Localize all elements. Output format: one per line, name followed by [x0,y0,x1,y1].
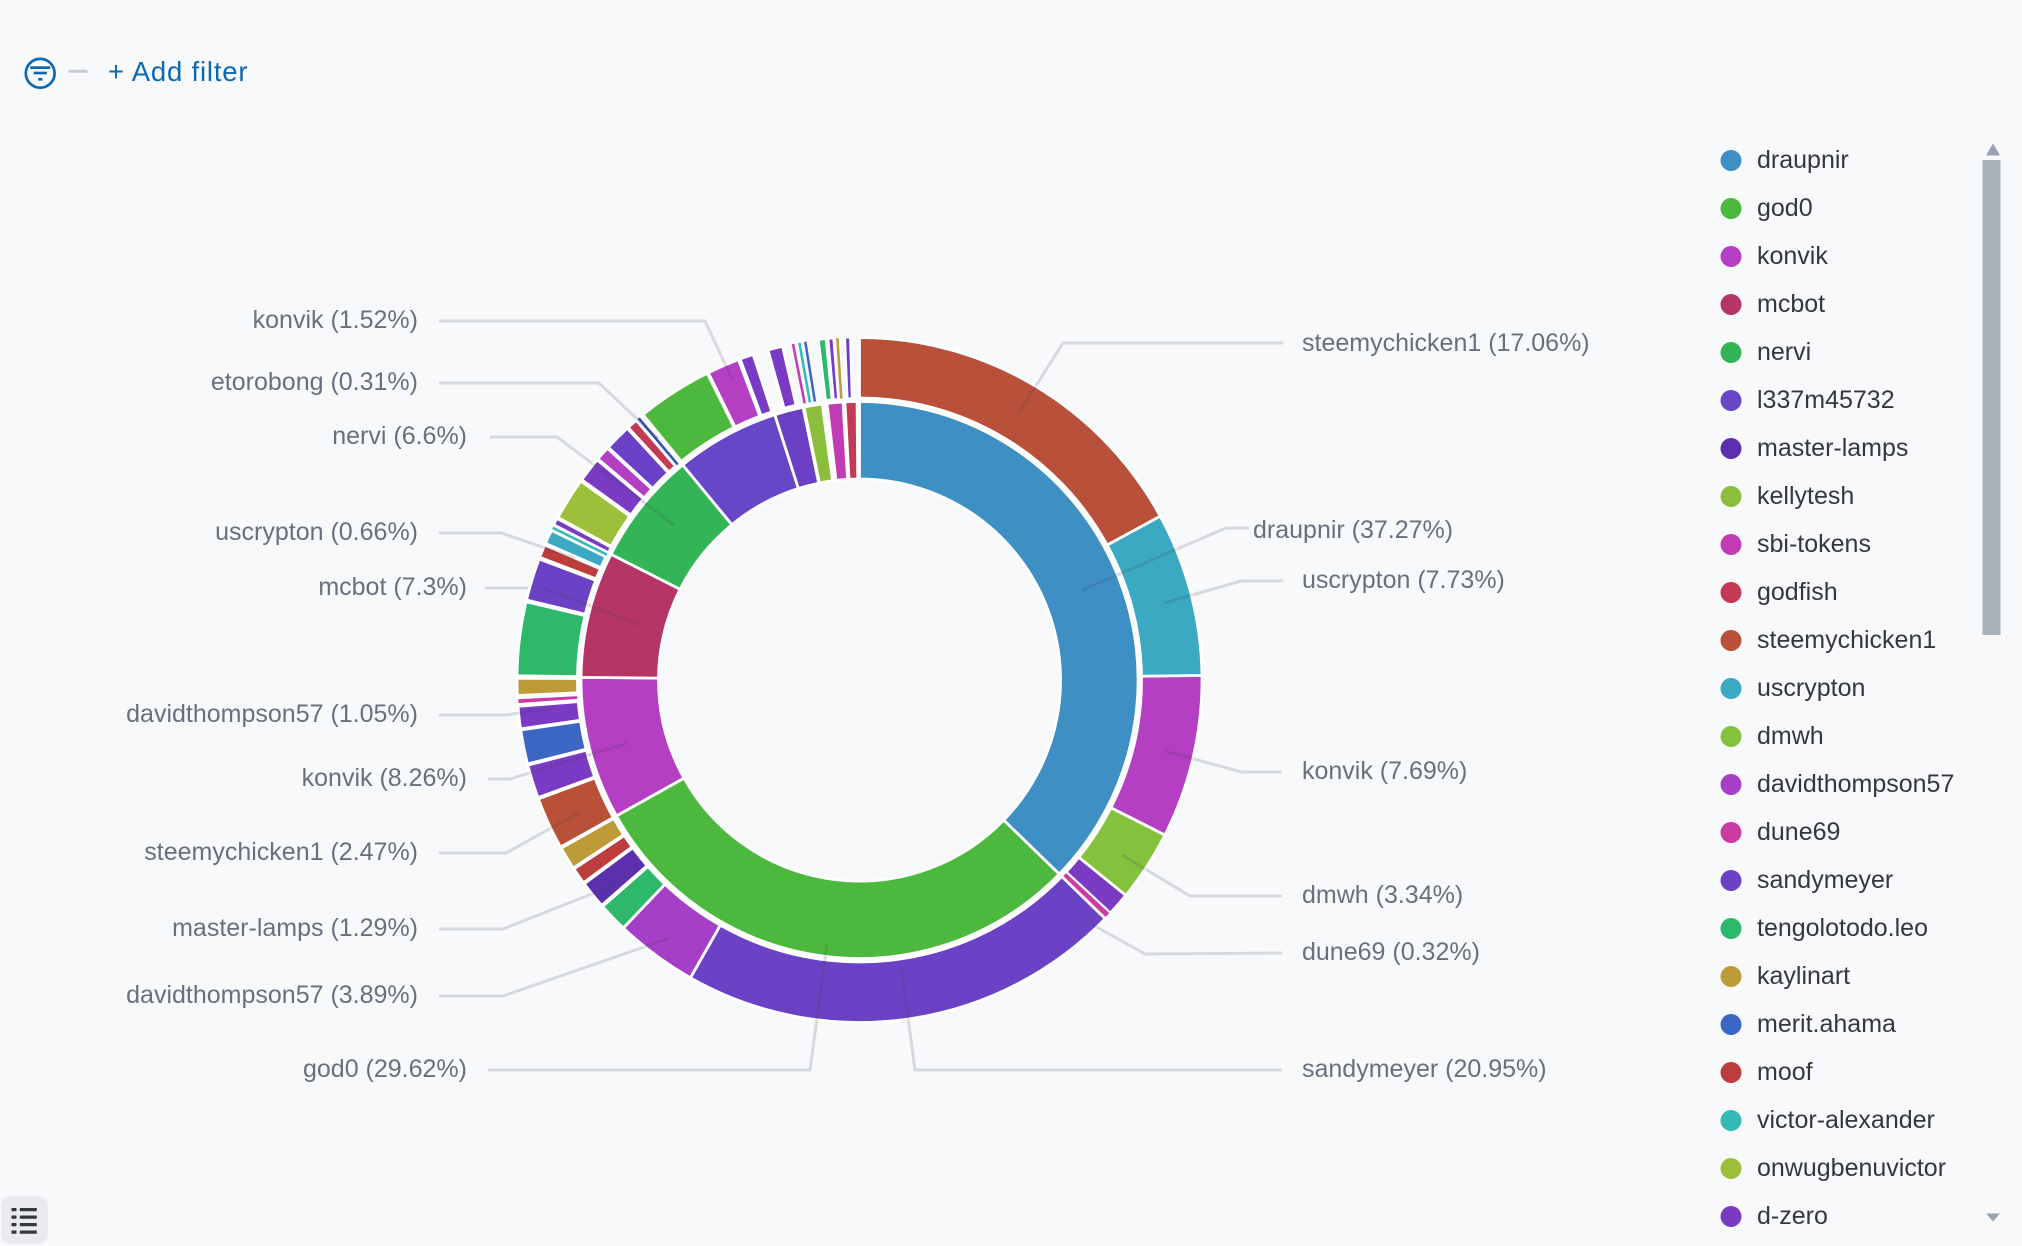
svg-text:steemychicken1 (17.06%): steemychicken1 (17.06%) [1302,329,1590,357]
svg-text:+ Add filter: + Add filter [108,56,248,87]
svg-text:steemychicken1: steemychicken1 [1757,626,1936,654]
svg-text:konvik (7.69%): konvik (7.69%) [1302,757,1467,785]
svg-text:dune69: dune69 [1757,818,1840,846]
svg-text:kaylinart: kaylinart [1757,962,1850,990]
svg-text:merit.ahama: merit.ahama [1757,1010,1896,1038]
svg-text:mcbot (7.3%): mcbot (7.3%) [318,573,467,601]
svg-text:konvik (1.52%): konvik (1.52%) [253,306,418,334]
svg-text:master-lamps (1.29%): master-lamps (1.29%) [172,914,418,942]
svg-text:dune69 (0.32%): dune69 (0.32%) [1302,938,1480,966]
svg-text:godfish: godfish [1757,578,1838,606]
svg-text:tengolotodo.leo: tengolotodo.leo [1757,914,1928,942]
svg-text:steemychicken1 (2.47%): steemychicken1 (2.47%) [144,838,418,866]
svg-text:moof: moof [1757,1058,1813,1086]
svg-text:l337m45732: l337m45732 [1757,386,1895,414]
svg-text:nervi (6.6%): nervi (6.6%) [332,422,467,450]
svg-text:dmwh (3.34%): dmwh (3.34%) [1302,881,1463,909]
svg-text:davidthompson57 (1.05%): davidthompson57 (1.05%) [126,700,418,728]
svg-text:konvik (8.26%): konvik (8.26%) [302,764,467,792]
svg-text:onwugbenuvictor: onwugbenuvictor [1757,1154,1946,1182]
svg-text:sbi-tokens: sbi-tokens [1757,530,1871,558]
svg-text:sandymeyer (20.95%): sandymeyer (20.95%) [1302,1055,1547,1083]
svg-text:dmwh: dmwh [1757,722,1824,750]
svg-text:draupnir (37.27%): draupnir (37.27%) [1253,516,1453,544]
svg-text:victor-alexander: victor-alexander [1757,1106,1935,1134]
svg-text:uscrypton (0.66%): uscrypton (0.66%) [215,518,418,546]
svg-text:davidthompson57: davidthompson57 [1757,770,1954,798]
svg-text:konvik: konvik [1757,242,1828,270]
svg-text:draupnir: draupnir [1757,146,1849,174]
svg-text:god0 (29.62%): god0 (29.62%) [303,1055,467,1083]
svg-text:mcbot: mcbot [1757,290,1825,318]
svg-text:master-lamps: master-lamps [1757,434,1908,462]
svg-text:d-zero: d-zero [1757,1202,1828,1230]
svg-text:uscrypton: uscrypton [1757,674,1865,702]
svg-text:god0: god0 [1757,194,1813,222]
svg-text:kellytesh: kellytesh [1757,482,1854,510]
svg-text:etorobong (0.31%): etorobong (0.31%) [211,368,418,396]
svg-text:uscrypton (7.73%): uscrypton (7.73%) [1302,566,1505,594]
svg-text:sandymeyer: sandymeyer [1757,866,1893,894]
svg-text:nervi: nervi [1757,338,1811,366]
svg-text:davidthompson57 (3.89%): davidthompson57 (3.89%) [126,981,418,1009]
